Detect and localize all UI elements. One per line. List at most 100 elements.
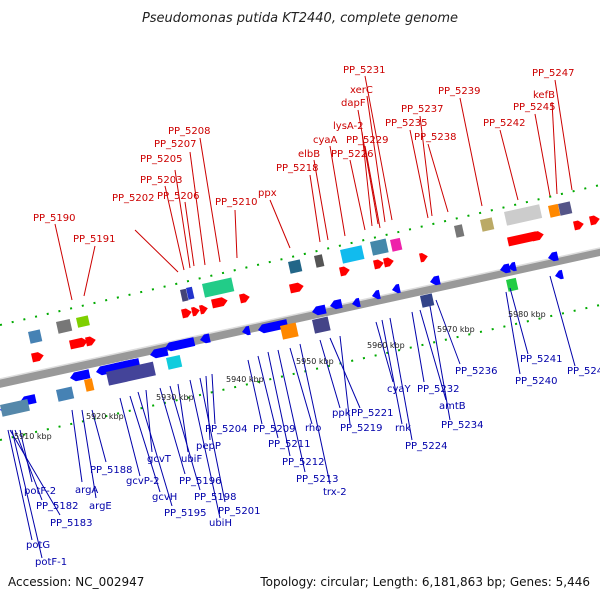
reverse-gene-arrow <box>200 333 211 344</box>
leader-line <box>419 309 447 401</box>
gene-shape <box>339 266 350 277</box>
gene-shape <box>500 263 511 274</box>
feature-box <box>105 361 156 386</box>
leader-line <box>129 395 161 493</box>
gene-label: PP_5238 <box>414 132 457 143</box>
leader-line <box>419 115 433 217</box>
gene-label: amtB <box>439 401 466 412</box>
gene-label: PP_5240 <box>515 376 558 387</box>
gene-shape <box>573 220 584 231</box>
gene-label: PP_5241 <box>520 354 563 365</box>
feature-box <box>166 354 183 370</box>
gene-label: ubiH <box>209 518 232 529</box>
gene-shape <box>352 297 361 308</box>
forward-gene-arrow <box>85 336 96 347</box>
leader-line <box>429 305 451 421</box>
gene-shape <box>508 261 517 272</box>
scale-labels: 5910 kbp 5920 kbp 5930 kbp 5940 kbp 5950… <box>14 310 546 441</box>
gene-label: potF-2 <box>24 486 56 497</box>
gene-label: PP_5232 <box>417 384 460 395</box>
gene-label: ppk <box>332 408 351 419</box>
forward-gene-arrow <box>419 252 428 263</box>
leader-line <box>277 349 306 473</box>
gene-label: gcvP-2 <box>126 476 160 487</box>
leader-line <box>234 209 238 259</box>
gene-label: kefB <box>533 90 555 101</box>
leader-line <box>366 95 386 223</box>
feature-box <box>186 286 195 300</box>
leader-line <box>267 351 291 457</box>
leader-line <box>19 429 33 483</box>
reverse-gene-arrow <box>110 358 141 373</box>
feature-box <box>420 293 435 308</box>
feature-boxes <box>0 201 573 417</box>
gene-label: PP_5210 <box>215 197 258 208</box>
forward-genes <box>31 215 600 363</box>
genome-backbone <box>0 247 600 388</box>
feature-box <box>202 277 235 298</box>
feature-box <box>76 315 90 328</box>
feature-box <box>506 277 519 292</box>
reverse-gene-arrow <box>312 304 327 316</box>
gene-label: argE <box>89 501 112 512</box>
feature-box <box>480 217 495 232</box>
leader-line <box>269 199 291 249</box>
gene-label: xerC <box>350 85 373 96</box>
reverse-gene-arrow <box>430 275 441 286</box>
gene-label: rnk <box>395 423 411 434</box>
reverse-gene-arrow <box>330 299 343 310</box>
feature-box <box>56 386 75 402</box>
gene-shape <box>258 319 289 334</box>
forward-gene-arrow <box>289 282 304 294</box>
leader-line <box>164 185 185 271</box>
gene-label: trx-2 <box>323 487 347 498</box>
reverse-gene-arrow <box>555 269 564 280</box>
gene-shape <box>330 299 343 310</box>
gene-label: lysA-2 <box>333 121 364 132</box>
gene-label: ubiF <box>181 454 202 465</box>
leader-line <box>319 339 341 409</box>
forward-gene-labels: PP_5190 PP_5191 PP_5202 PP_5203 PP_5205 … <box>33 65 575 245</box>
feature-box <box>84 378 95 392</box>
gene-label: PP_5211 <box>268 439 311 450</box>
gene-label: PP_5212 <box>282 457 325 468</box>
leader-line <box>11 429 43 559</box>
feature-box <box>454 224 465 238</box>
leader-line <box>205 375 211 441</box>
reverse-gene-arrow <box>500 263 511 274</box>
leader-line <box>174 169 191 269</box>
label-leader-lines <box>7 75 576 559</box>
gene-label: PP_5218 <box>276 163 319 174</box>
gene-shape <box>69 337 88 350</box>
leader-line <box>551 101 558 195</box>
gene-label: PP_5243 <box>567 366 600 377</box>
leader-line <box>299 343 331 485</box>
reverse-gene-arrow <box>258 319 289 334</box>
gene-shape <box>239 293 250 304</box>
accession-text: Accession: NC_002947 <box>8 575 144 589</box>
leader-line <box>71 409 83 483</box>
gene-label: PP_5221 <box>351 408 394 419</box>
gene-shape <box>555 269 564 280</box>
gene-shape <box>191 306 200 317</box>
feature-box <box>56 318 73 334</box>
leader-line <box>91 409 107 463</box>
leader-line <box>134 229 179 273</box>
reverse-gene-arrow <box>242 325 251 336</box>
gene-label: cyaY <box>387 384 412 395</box>
leader-line <box>119 397 141 477</box>
leader-line <box>509 287 529 355</box>
gene-label: ppx <box>258 188 277 199</box>
gene-shape <box>548 251 559 262</box>
leader-line <box>169 385 201 491</box>
forward-gene-arrow <box>191 306 200 317</box>
gene-shape <box>211 297 228 309</box>
leader-line <box>81 409 97 499</box>
leader-line <box>83 245 96 297</box>
forward-gene-arrow <box>31 352 44 363</box>
reverse-gene-arrow <box>352 297 361 308</box>
scale-label: 5970 kbp <box>437 325 475 334</box>
gene-label: PP_5237 <box>401 104 444 115</box>
gene-label: pepP <box>196 441 221 452</box>
leader-line <box>137 391 173 507</box>
